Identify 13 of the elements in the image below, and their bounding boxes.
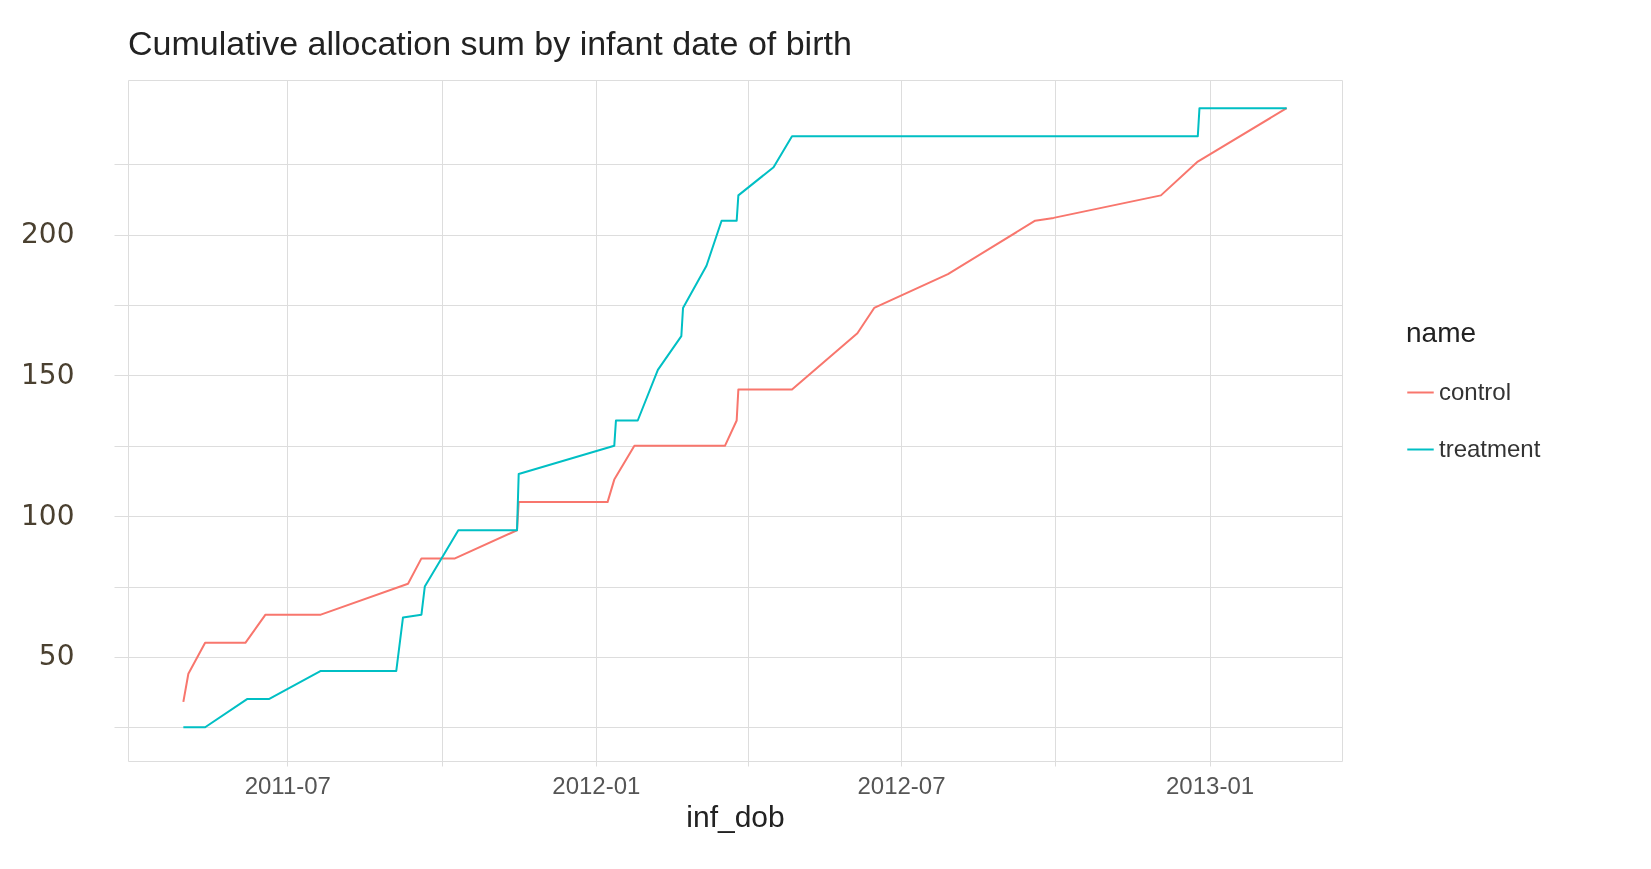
- y-tick-label: 100: [21, 498, 75, 532]
- x-tick-label: 2012-01: [552, 771, 641, 799]
- x-tick-label: 2012-07: [857, 771, 946, 799]
- legend-title: name: [1406, 317, 1477, 348]
- x-tick-label: 2013-01: [1165, 771, 1255, 799]
- x-tick-label: 2011-07: [244, 771, 331, 799]
- x-axis-title: inf_dob: [686, 799, 785, 833]
- y-tick-label: 150: [21, 357, 75, 391]
- chart-title: Cumulative allocation sum by infant date of birth: [128, 24, 852, 62]
- y-tick-label: 200: [21, 217, 75, 251]
- y-tick-label: 50: [38, 639, 75, 673]
- legend-label: treatment: [1439, 434, 1541, 462]
- legend-label: control: [1439, 377, 1512, 405]
